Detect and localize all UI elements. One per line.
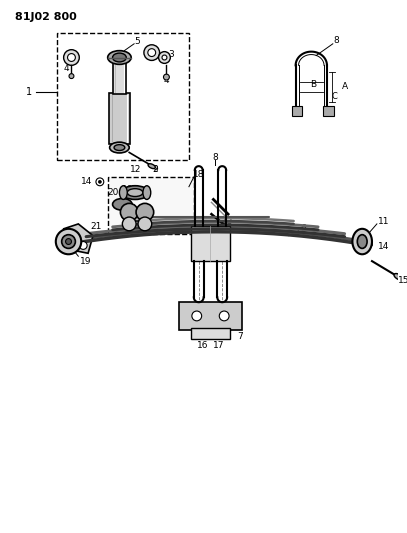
Text: 3: 3 [74, 53, 79, 62]
Text: 17: 17 [212, 341, 224, 350]
Ellipse shape [109, 142, 129, 153]
Text: 19: 19 [81, 256, 92, 265]
Bar [179, 302, 242, 329]
Circle shape [164, 74, 169, 80]
Bar [109, 93, 130, 144]
Text: 9: 9 [153, 165, 158, 174]
Text: 14: 14 [378, 242, 389, 251]
Ellipse shape [394, 273, 403, 280]
Ellipse shape [108, 51, 131, 64]
Circle shape [368, 242, 372, 247]
Circle shape [120, 204, 138, 221]
Ellipse shape [121, 185, 149, 199]
Text: 3: 3 [168, 50, 174, 59]
Circle shape [66, 233, 75, 244]
Bar [113, 60, 126, 94]
Circle shape [79, 241, 87, 249]
Text: 8: 8 [212, 153, 218, 162]
Bar [191, 328, 230, 340]
Circle shape [96, 178, 104, 185]
Text: 16: 16 [197, 341, 208, 350]
Circle shape [63, 50, 79, 66]
Text: 20: 20 [107, 188, 118, 197]
Circle shape [148, 49, 155, 56]
Bar [57, 33, 189, 160]
Circle shape [192, 311, 201, 321]
Ellipse shape [127, 213, 147, 221]
Text: C: C [332, 92, 338, 101]
Text: 1: 1 [26, 87, 33, 97]
Text: 8: 8 [333, 36, 339, 45]
Bar [108, 177, 194, 233]
Circle shape [136, 204, 154, 221]
Circle shape [56, 229, 81, 254]
Text: 5: 5 [134, 37, 140, 46]
Bar [323, 107, 334, 116]
Circle shape [68, 54, 75, 61]
Circle shape [144, 45, 160, 60]
Ellipse shape [148, 164, 155, 168]
Ellipse shape [119, 185, 127, 199]
Circle shape [69, 74, 74, 78]
Circle shape [159, 52, 171, 63]
Text: 18: 18 [193, 171, 204, 180]
Text: 15: 15 [398, 276, 407, 285]
Text: 21: 21 [90, 222, 102, 231]
Circle shape [219, 311, 229, 321]
Circle shape [66, 239, 72, 245]
Ellipse shape [113, 53, 126, 62]
Circle shape [123, 217, 136, 231]
Bar [292, 107, 302, 116]
Ellipse shape [113, 198, 132, 210]
Ellipse shape [352, 229, 372, 254]
Text: B: B [310, 80, 316, 90]
Text: 4: 4 [64, 64, 69, 73]
Text: 2: 2 [153, 165, 158, 174]
Ellipse shape [127, 189, 143, 197]
Ellipse shape [143, 185, 151, 199]
Text: 81J02 800: 81J02 800 [15, 12, 77, 22]
Ellipse shape [357, 235, 367, 248]
Text: 13: 13 [222, 217, 234, 227]
Text: 10: 10 [122, 185, 133, 194]
Text: 11: 11 [378, 217, 389, 227]
Circle shape [98, 180, 101, 183]
Bar [191, 226, 230, 261]
Circle shape [138, 217, 152, 231]
Polygon shape [63, 224, 93, 253]
Text: A: A [341, 83, 348, 91]
Text: 7: 7 [237, 332, 243, 341]
Ellipse shape [114, 144, 125, 150]
Text: 4: 4 [164, 76, 169, 85]
Text: 15: 15 [219, 224, 231, 233]
Circle shape [162, 55, 167, 60]
Text: 14: 14 [81, 177, 92, 187]
Text: 6: 6 [301, 224, 306, 233]
Text: 12: 12 [130, 165, 142, 174]
Circle shape [62, 235, 75, 248]
